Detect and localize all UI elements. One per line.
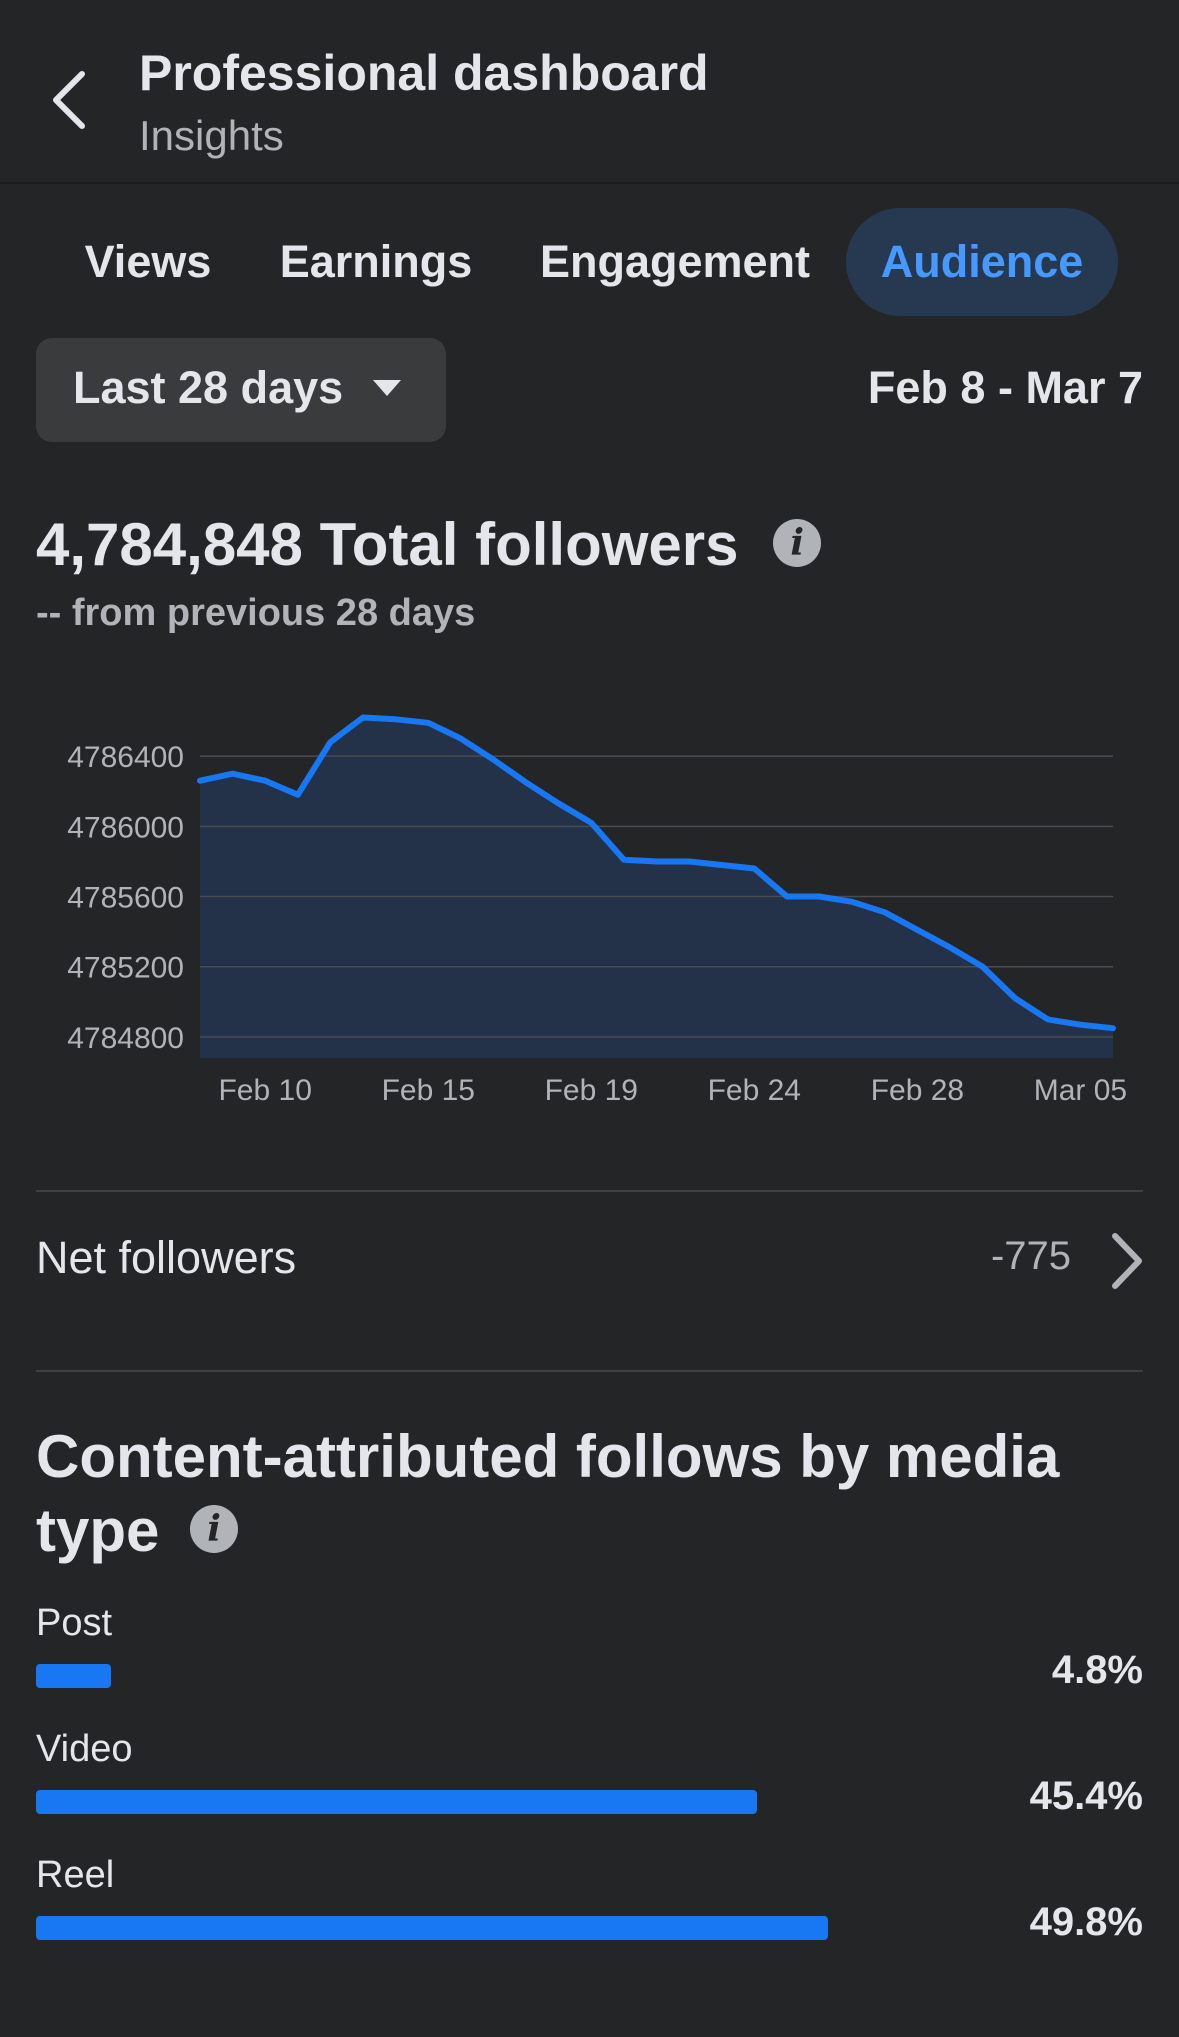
info-icon[interactable]: i bbox=[773, 519, 822, 568]
chart-x-tick-label: Feb 15 bbox=[382, 1074, 475, 1107]
tab-views[interactable]: Views bbox=[84, 236, 212, 287]
media-row-video: Video 45.4% bbox=[0, 1728, 1179, 1848]
chart-x-tick-label: Mar 05 bbox=[1034, 1074, 1127, 1107]
media-percent: 49.8% bbox=[1029, 1900, 1143, 1944]
tab-earnings[interactable]: Earnings bbox=[279, 236, 473, 287]
chevron-left-icon[interactable] bbox=[40, 60, 100, 140]
media-row-reel: Reel 49.8% bbox=[0, 1854, 1179, 1974]
date-range-label: Last 28 days bbox=[73, 362, 344, 413]
divider bbox=[36, 1370, 1143, 1372]
chart-y-tick-label: 4785600 bbox=[67, 882, 184, 915]
chart-x-tick-label: Feb 10 bbox=[218, 1074, 311, 1107]
media-label: Post bbox=[36, 1602, 113, 1644]
media-percent: 4.8% bbox=[1051, 1648, 1143, 1692]
media-bar bbox=[36, 1664, 111, 1688]
media-row-post: Post 4.8% bbox=[0, 1602, 1179, 1722]
chart-x-tick-label: Feb 19 bbox=[545, 1074, 638, 1107]
media-label: Video bbox=[36, 1728, 133, 1770]
chevron-right-icon bbox=[1112, 1233, 1142, 1289]
media-bar bbox=[36, 1916, 828, 1940]
net-followers-label: Net followers bbox=[36, 1232, 297, 1283]
net-followers-value: -775 bbox=[990, 1234, 1071, 1278]
tab-audience[interactable]: Audience bbox=[846, 208, 1118, 316]
date-range-dropdown[interactable]: Last 28 days bbox=[36, 338, 446, 442]
media-label: Reel bbox=[36, 1854, 115, 1896]
chart-x-tick-label: Feb 24 bbox=[708, 1074, 801, 1107]
chart-area-fill bbox=[200, 717, 1113, 1058]
caret-down-icon bbox=[373, 380, 401, 396]
chart-y-tick-label: 4786000 bbox=[67, 811, 184, 844]
total-followers-text: 4,784,848 Total followers bbox=[36, 511, 739, 578]
date-range-text: Feb 8 - Mar 7 bbox=[867, 362, 1143, 413]
followers-comparison: -- from previous 28 days bbox=[36, 592, 476, 634]
tab-engagement[interactable]: Engagement bbox=[539, 236, 811, 287]
divider bbox=[36, 1190, 1143, 1192]
app-header: Professional dashboard Insights bbox=[0, 0, 1179, 184]
media-type-section-title: Content-attributed follows by media type… bbox=[36, 1420, 1146, 1568]
chart-series-line bbox=[197, 714, 1116, 1032]
chart-x-tick-label: Feb 28 bbox=[871, 1074, 964, 1107]
tab-bar: Views Earnings Engagement Audience bbox=[0, 208, 1179, 318]
total-followers-heading: 4,784,848 Total followers i bbox=[36, 510, 822, 579]
chart-y-tick-label: 4786400 bbox=[67, 741, 184, 774]
media-bar bbox=[36, 1790, 757, 1814]
info-icon[interactable]: i bbox=[190, 1505, 239, 1554]
chart-y-tick-label: 4784800 bbox=[67, 1022, 184, 1055]
page-subtitle: Insights bbox=[139, 112, 284, 159]
followers-area-chart: 4786400 4786000 4785600 4785200 4784800 Feb 1… bbox=[67, 714, 1127, 1107]
page-title: Professional dashboard bbox=[139, 45, 709, 101]
chart-y-tick-label: 4785200 bbox=[67, 952, 184, 985]
media-type-title-text: Content-attributed follows by media type bbox=[36, 1423, 1060, 1564]
media-percent: 45.4% bbox=[1029, 1774, 1143, 1818]
net-followers-row[interactable]: Net followers -775 bbox=[0, 1192, 1179, 1370]
